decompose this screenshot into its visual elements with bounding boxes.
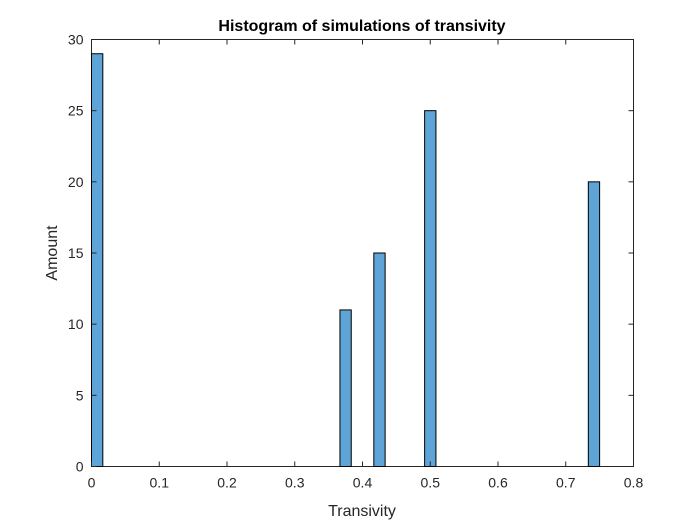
x-tick-label: 0.7 [556, 475, 576, 491]
histogram-bar-4 [587, 181, 601, 467]
x-tick-label: 0.4 [353, 475, 373, 491]
x-axis-label: Transivity [328, 503, 396, 520]
y-tick-label: 10 [68, 316, 84, 332]
x-tick-label: 0.8 [624, 475, 644, 491]
bars [91, 53, 601, 468]
histogram-bar-2 [373, 252, 386, 467]
x-tick-label: 0.3 [285, 475, 305, 491]
y-tick-label: 25 [68, 103, 84, 119]
y-tick-label: 20 [68, 174, 84, 190]
x-tick-label: 0 [88, 475, 96, 491]
plot-area [91, 39, 634, 467]
chart-title: Histogram of simulations of transivity [218, 18, 505, 35]
y-tick-label: 15 [68, 245, 84, 261]
x-tick-label: 0.5 [421, 475, 441, 491]
x-tick-label: 0.6 [488, 475, 508, 491]
y-tick-label: 30 [68, 32, 84, 48]
y-axis-label: Amount [44, 225, 61, 281]
y-tick-label: 5 [76, 387, 84, 403]
histogram-bar-1 [339, 309, 352, 467]
histogram-bar-3 [424, 110, 437, 468]
axis-ticks: 0 0.1 0.2 0.3 0.4 0.5 0.6 0.7 0.8 0 5 10 15 20 25 30 [68, 32, 644, 491]
y-tick-label: 0 [76, 459, 84, 475]
x-tick-label: 0.2 [217, 475, 237, 491]
histogram-bar-0 [91, 53, 104, 467]
x-tick-label: 0.1 [150, 475, 170, 491]
